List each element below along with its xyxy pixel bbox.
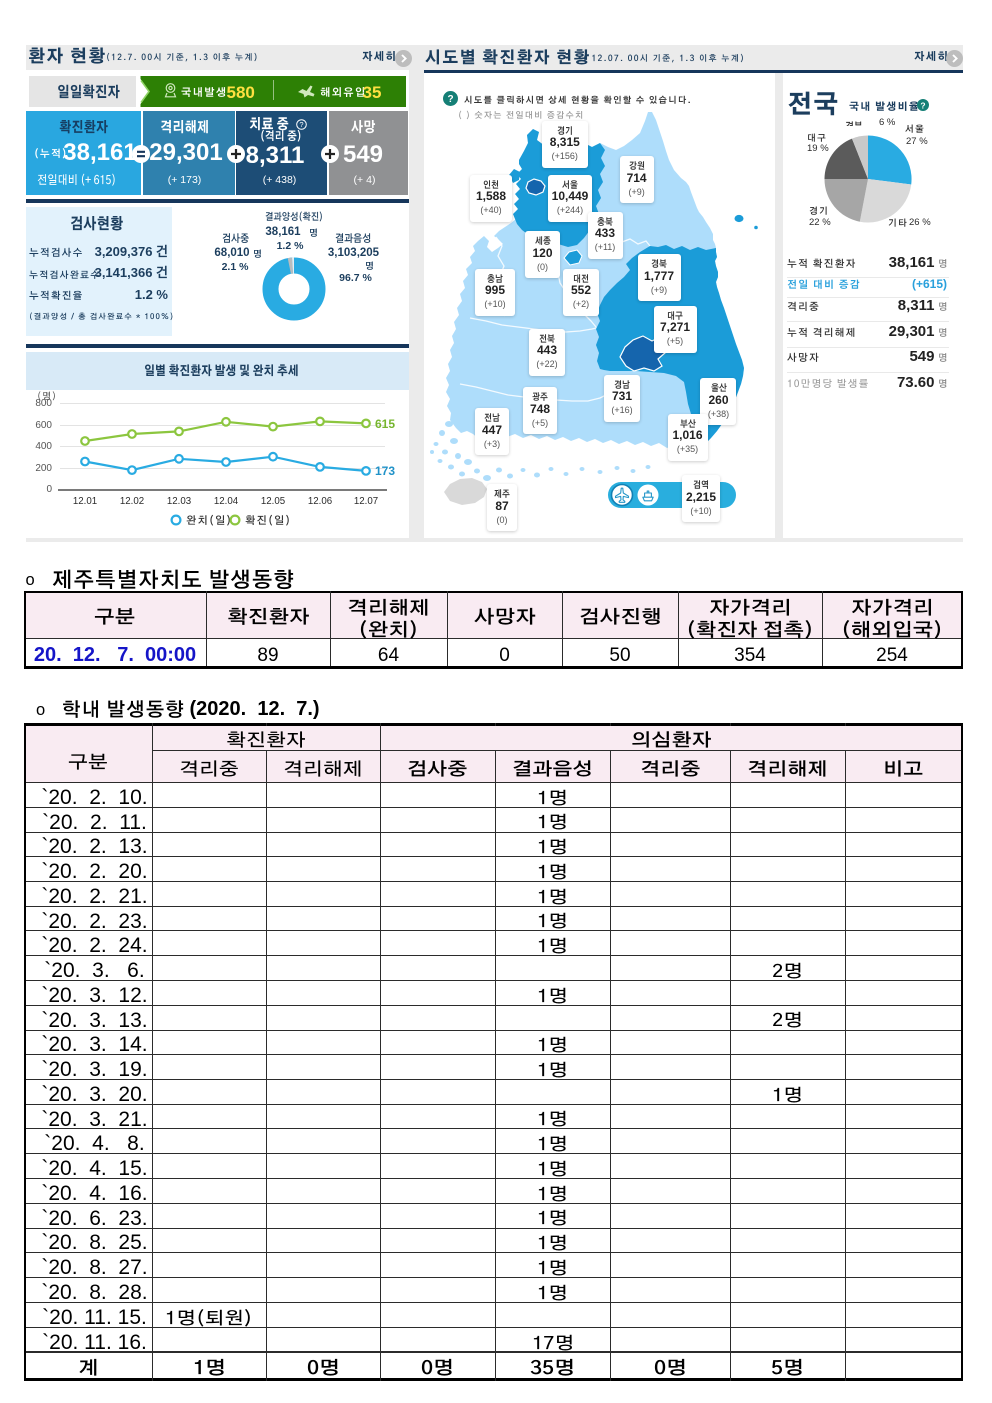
svg-text:?: ?: [299, 120, 303, 129]
svg-text:?: ?: [447, 94, 453, 105]
svg-text:?: ?: [920, 100, 925, 110]
